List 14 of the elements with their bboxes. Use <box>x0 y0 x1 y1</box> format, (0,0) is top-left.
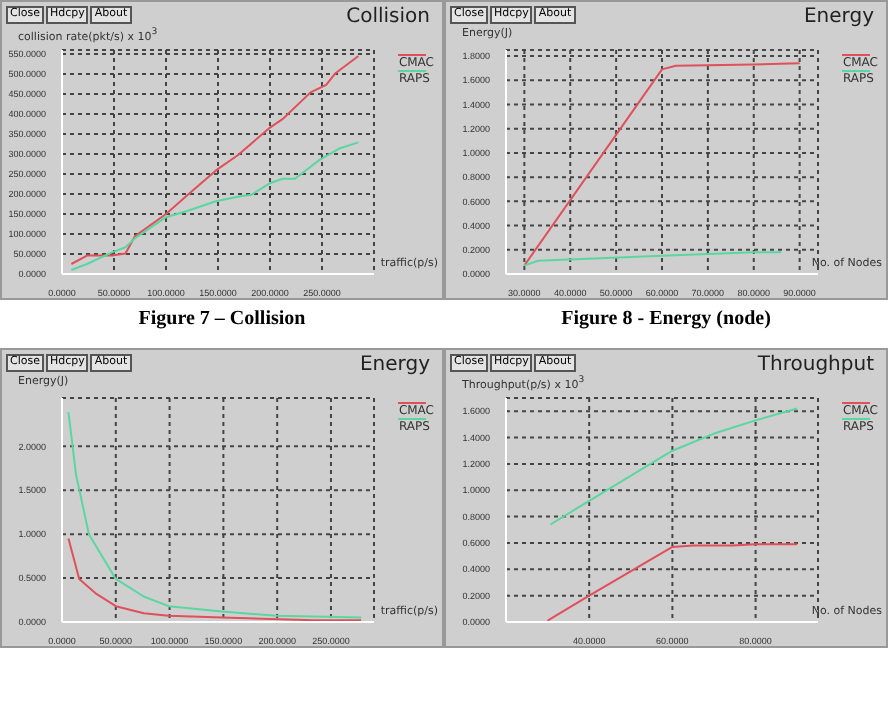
line-series <box>70 141 360 271</box>
chart-title: Throughput <box>757 354 874 376</box>
chart-title: Energy <box>803 6 874 28</box>
chart-title: Energy <box>359 354 430 376</box>
line-series <box>549 407 799 526</box>
line-series <box>523 62 801 267</box>
line-series <box>70 55 360 265</box>
chart-title: Collision <box>346 6 430 28</box>
line-series <box>67 411 363 619</box>
caption: Figure 7 – Collision <box>136 308 308 330</box>
line-series <box>523 251 783 267</box>
line-series <box>546 543 799 622</box>
line-series <box>67 537 363 622</box>
caption: Figure 8 - Energy (node) <box>559 308 773 330</box>
